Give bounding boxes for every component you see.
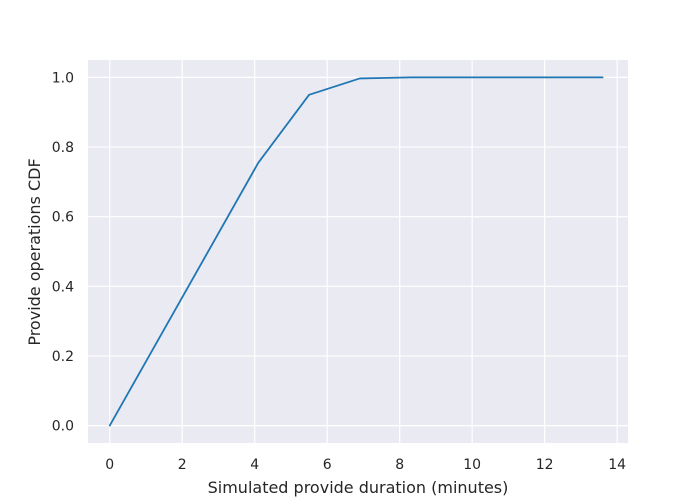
x-axis-ticks: 0 2 4 6 8 10 12 14 <box>105 457 626 473</box>
x-tick-label: 4 <box>250 457 259 473</box>
series-layer <box>108 76 604 427</box>
x-tick-label: 10 <box>463 457 481 473</box>
series-line-0 <box>108 76 604 427</box>
y-tick-label: 0.4 <box>52 279 74 295</box>
y-tick-label: 0.0 <box>52 419 74 435</box>
y-tick-label: 0.8 <box>52 140 74 156</box>
y-axis-ticks: 0.0 0.2 0.4 0.6 0.8 1.0 <box>52 70 74 434</box>
y-tick-label: 1.0 <box>52 70 74 86</box>
x-tick-label: 2 <box>178 457 187 473</box>
x-tick-label: 0 <box>105 457 114 473</box>
x-tick-label: 14 <box>608 457 626 473</box>
x-axis-label: Simulated provide duration (minutes) <box>208 478 509 497</box>
plot-background <box>88 60 628 443</box>
x-tick-label: 6 <box>323 457 332 473</box>
y-tick-label: 0.2 <box>52 349 74 365</box>
y-axis-label: Provide operations CDF <box>25 158 44 345</box>
x-tick-label: 12 <box>536 457 554 473</box>
x-tick-label: 8 <box>395 457 404 473</box>
y-tick-label: 0.6 <box>52 210 74 226</box>
